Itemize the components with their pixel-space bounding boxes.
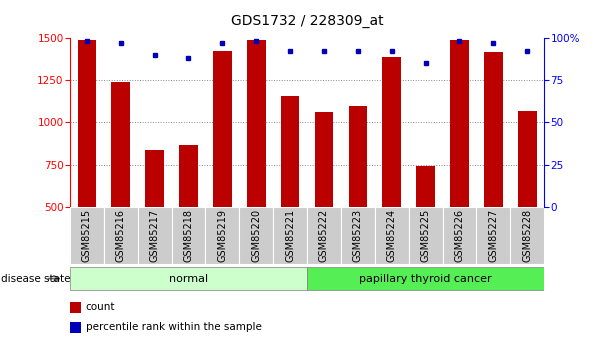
Bar bbox=[70, 302, 81, 313]
Text: GSM85225: GSM85225 bbox=[421, 209, 430, 262]
Bar bbox=[510, 207, 544, 264]
Bar bbox=[341, 207, 375, 264]
Bar bbox=[70, 322, 81, 333]
Bar bbox=[78, 40, 96, 207]
Bar bbox=[382, 57, 401, 207]
Text: GSM85221: GSM85221 bbox=[285, 209, 295, 262]
Bar bbox=[375, 207, 409, 264]
Bar bbox=[443, 207, 477, 264]
Bar bbox=[518, 111, 536, 207]
Text: GSM85220: GSM85220 bbox=[251, 209, 261, 262]
Bar bbox=[484, 52, 503, 207]
Bar bbox=[409, 207, 443, 264]
Text: GSM85218: GSM85218 bbox=[184, 209, 193, 262]
Text: GSM85227: GSM85227 bbox=[488, 209, 499, 262]
Bar bbox=[450, 40, 469, 207]
Text: count: count bbox=[86, 303, 115, 313]
Bar bbox=[240, 207, 273, 264]
Text: GSM85224: GSM85224 bbox=[387, 209, 397, 262]
Text: GDS1732 / 228309_at: GDS1732 / 228309_at bbox=[230, 14, 384, 28]
Bar bbox=[70, 207, 104, 264]
Bar bbox=[213, 51, 232, 207]
Bar bbox=[111, 82, 130, 207]
Bar bbox=[273, 207, 307, 264]
Text: GSM85226: GSM85226 bbox=[454, 209, 465, 262]
Bar bbox=[145, 150, 164, 207]
Text: GSM85228: GSM85228 bbox=[522, 209, 532, 262]
FancyBboxPatch shape bbox=[307, 267, 544, 290]
Text: GSM85223: GSM85223 bbox=[353, 209, 363, 262]
Bar bbox=[206, 207, 240, 264]
Text: GSM85219: GSM85219 bbox=[217, 209, 227, 262]
Text: GSM85222: GSM85222 bbox=[319, 209, 329, 262]
Text: percentile rank within the sample: percentile rank within the sample bbox=[86, 322, 261, 332]
Bar bbox=[307, 207, 341, 264]
Bar bbox=[137, 207, 171, 264]
Bar bbox=[315, 112, 333, 207]
Text: GSM85217: GSM85217 bbox=[150, 209, 160, 262]
Bar bbox=[179, 145, 198, 207]
Text: GSM85215: GSM85215 bbox=[82, 209, 92, 262]
Bar bbox=[416, 166, 435, 207]
Text: papillary thyroid cancer: papillary thyroid cancer bbox=[359, 274, 492, 284]
Bar bbox=[348, 106, 367, 207]
Text: normal: normal bbox=[169, 274, 208, 284]
FancyBboxPatch shape bbox=[70, 267, 307, 290]
Text: disease state: disease state bbox=[1, 274, 71, 284]
Text: GSM85216: GSM85216 bbox=[116, 209, 126, 262]
Bar bbox=[477, 207, 510, 264]
Bar bbox=[281, 96, 299, 207]
Bar bbox=[247, 40, 266, 207]
Bar bbox=[171, 207, 206, 264]
Bar bbox=[104, 207, 137, 264]
